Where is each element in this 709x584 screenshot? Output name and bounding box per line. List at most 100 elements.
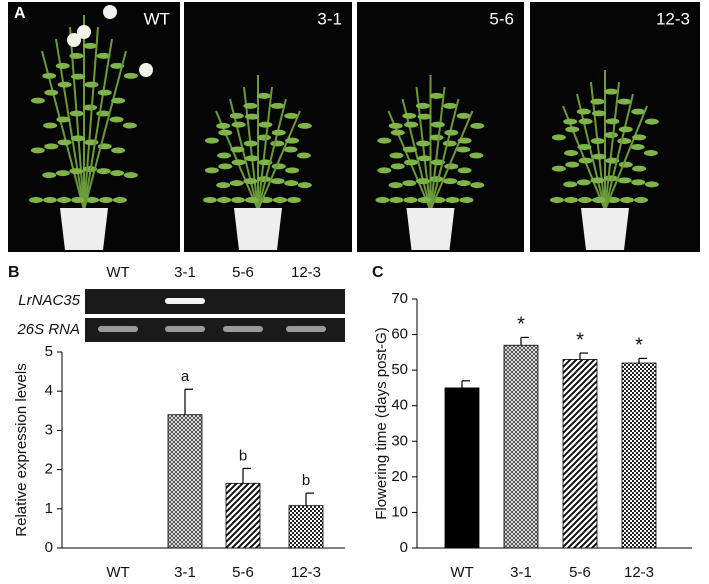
x-tick-label: WT — [106, 564, 129, 581]
leaf — [388, 122, 403, 129]
leaf — [605, 118, 620, 125]
leaf — [630, 144, 645, 150]
leaf — [590, 138, 605, 144]
leaf — [404, 121, 419, 128]
leaf — [617, 98, 632, 105]
leaf — [229, 112, 244, 119]
leaf — [257, 176, 271, 183]
leaf — [243, 140, 258, 147]
leaf — [83, 104, 97, 111]
leaf — [590, 177, 605, 184]
leaf — [618, 126, 633, 133]
leaf — [273, 197, 287, 203]
leaf — [218, 163, 233, 170]
leaf — [564, 150, 579, 156]
stem — [604, 93, 634, 211]
leaf — [96, 168, 111, 175]
photo-label: 3-1 — [317, 9, 342, 28]
leaf — [403, 197, 418, 203]
leaf — [402, 180, 417, 187]
leaf — [204, 137, 219, 144]
leaf — [375, 197, 390, 203]
bar — [621, 362, 657, 549]
leaf — [296, 152, 311, 159]
pot — [581, 208, 629, 250]
leaf — [634, 197, 648, 203]
leaf — [123, 72, 138, 79]
leaf — [57, 197, 71, 203]
panel-label: A — [14, 5, 26, 22]
leaf — [389, 197, 404, 203]
gel-row-label: 26S RNA — [16, 321, 80, 338]
gel-band — [98, 326, 138, 332]
leaf — [30, 147, 45, 154]
leaf — [122, 122, 137, 129]
leaf — [551, 165, 566, 172]
leaf — [71, 73, 85, 80]
leaf — [551, 134, 566, 141]
leaf — [111, 147, 126, 154]
gel-band — [286, 326, 326, 332]
x-tick-label: 3-1 — [174, 564, 196, 581]
gel-row — [85, 289, 345, 314]
leaf — [84, 81, 99, 88]
leaf — [430, 121, 445, 128]
leaf — [377, 167, 392, 174]
flower — [77, 25, 91, 39]
bar — [225, 482, 261, 549]
pot — [60, 208, 108, 250]
leaf — [97, 89, 112, 96]
leaf — [388, 182, 403, 189]
lane-label: 12-3 — [291, 264, 321, 281]
leaf — [44, 89, 59, 96]
leaf — [297, 122, 312, 129]
bar — [562, 359, 598, 549]
leaf — [69, 110, 84, 117]
leaf — [389, 152, 404, 159]
leaf — [444, 129, 459, 136]
leaf — [631, 179, 646, 186]
leaf — [577, 144, 592, 150]
annotation: * — [576, 329, 584, 351]
y-tick-label: 20 — [391, 468, 408, 485]
leaf — [429, 176, 444, 183]
annotation: * — [635, 335, 643, 357]
photo-label: WT — [144, 9, 170, 28]
leaf — [109, 116, 124, 123]
stem — [257, 110, 301, 211]
lane-label: 5-6 — [232, 264, 254, 281]
leaf — [578, 197, 592, 203]
leaf — [592, 110, 606, 117]
gel-band — [165, 326, 205, 332]
x-tick-label: 3-1 — [510, 564, 532, 581]
leaf — [632, 134, 647, 141]
x-tick-label: 12-3 — [624, 564, 654, 581]
leaf — [69, 168, 84, 175]
leaf — [284, 180, 299, 187]
leaf — [563, 181, 578, 188]
leaf — [564, 197, 578, 203]
leaf — [644, 118, 659, 125]
pot — [234, 208, 282, 250]
leaf — [565, 126, 580, 133]
leaf — [443, 178, 458, 185]
leaf — [459, 197, 474, 203]
y-axis-title: Relative expression levels — [13, 363, 30, 536]
leaf — [96, 52, 111, 59]
leaf — [231, 197, 245, 203]
leaf — [30, 97, 45, 104]
leaf — [457, 137, 472, 144]
leaf — [415, 178, 430, 185]
bar — [167, 414, 203, 549]
leaf — [643, 150, 658, 156]
stem — [604, 81, 620, 211]
annotation: b — [239, 447, 247, 464]
leaf — [592, 153, 606, 160]
leaf — [417, 113, 432, 120]
leaf — [56, 116, 71, 123]
bar — [503, 344, 539, 549]
y-tick-label: 1 — [45, 500, 53, 517]
leaf — [429, 134, 444, 141]
leaf — [604, 88, 618, 95]
leaf — [243, 102, 258, 109]
